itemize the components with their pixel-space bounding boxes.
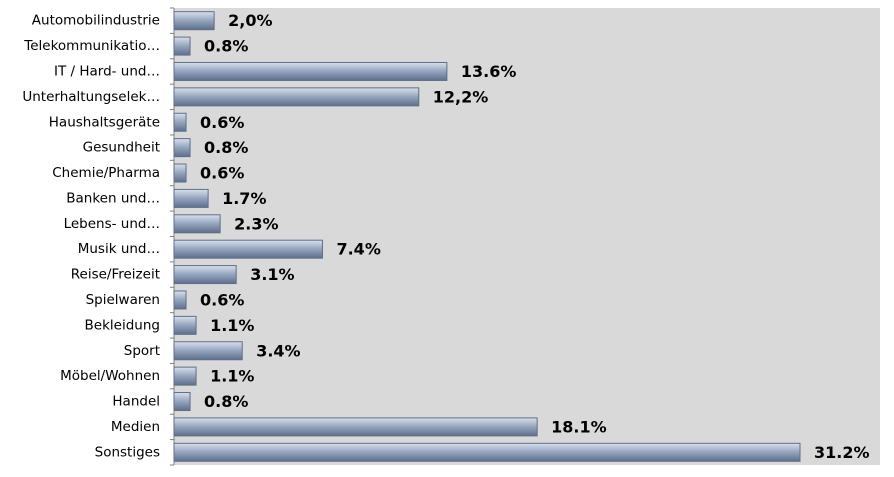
bar: [173, 87, 420, 107]
bar: [173, 188, 209, 208]
category-label: Sport: [124, 343, 160, 359]
data-label: 3.1%: [250, 265, 294, 284]
bar: [173, 366, 197, 386]
data-label: 2.3%: [234, 214, 278, 233]
bar: [173, 61, 448, 81]
bar: [173, 239, 323, 259]
bar: [173, 265, 237, 285]
category-label: Handel: [112, 394, 160, 410]
bar: [173, 290, 187, 310]
category-label: Möbel/Wohnen: [60, 368, 160, 384]
bar: [173, 315, 197, 335]
bar: [173, 417, 538, 437]
data-label: 18.1%: [551, 417, 607, 436]
data-label: 3.4%: [256, 341, 300, 360]
data-label: 13.6%: [461, 62, 517, 81]
data-label: 0.8%: [204, 138, 248, 157]
category-label: Banken und…: [66, 190, 160, 206]
category-label: Haushaltsgeräte: [49, 114, 160, 130]
category-label: Spielwaren: [86, 292, 160, 308]
category-label: Sonstiges: [95, 444, 160, 460]
category-label: Telekommunikatio…: [23, 38, 160, 54]
data-label: 31.2%: [814, 443, 870, 462]
category-label: Bekleidung: [85, 317, 160, 333]
data-label: 1.1%: [210, 316, 254, 335]
plot-area: [174, 8, 880, 465]
bar: [173, 341, 243, 361]
data-label: 0.8%: [204, 37, 248, 56]
category-label: IT / Hard- und…: [54, 63, 160, 79]
data-label: 0.8%: [204, 392, 248, 411]
data-label: 12,2%: [433, 87, 489, 106]
data-label: 7.4%: [336, 240, 380, 259]
category-label: Unterhaltungselek…: [22, 89, 160, 105]
category-label: Automobilindustrie: [32, 13, 160, 29]
data-label: 0.6%: [200, 113, 244, 132]
category-label: Lebens- und…: [64, 216, 160, 232]
bar: [173, 36, 191, 56]
category-label: Gesundheit: [83, 140, 160, 156]
bar: [173, 112, 187, 132]
category-label: Medien: [111, 419, 160, 435]
data-label: 2,0%: [228, 11, 272, 30]
bar: [173, 138, 191, 158]
bar: [173, 11, 215, 31]
bar: [173, 214, 221, 234]
bar: [173, 442, 801, 462]
category-label: Reise/Freizeit: [71, 267, 160, 283]
data-label: 1.1%: [210, 367, 254, 386]
bar: [173, 392, 191, 412]
data-label: 1.7%: [222, 189, 266, 208]
category-label: Musik und…: [78, 241, 160, 257]
category-label: Chemie/Pharma: [52, 165, 160, 181]
data-label: 0.6%: [200, 290, 244, 309]
data-label: 0.6%: [200, 164, 244, 183]
bar: [173, 163, 187, 183]
